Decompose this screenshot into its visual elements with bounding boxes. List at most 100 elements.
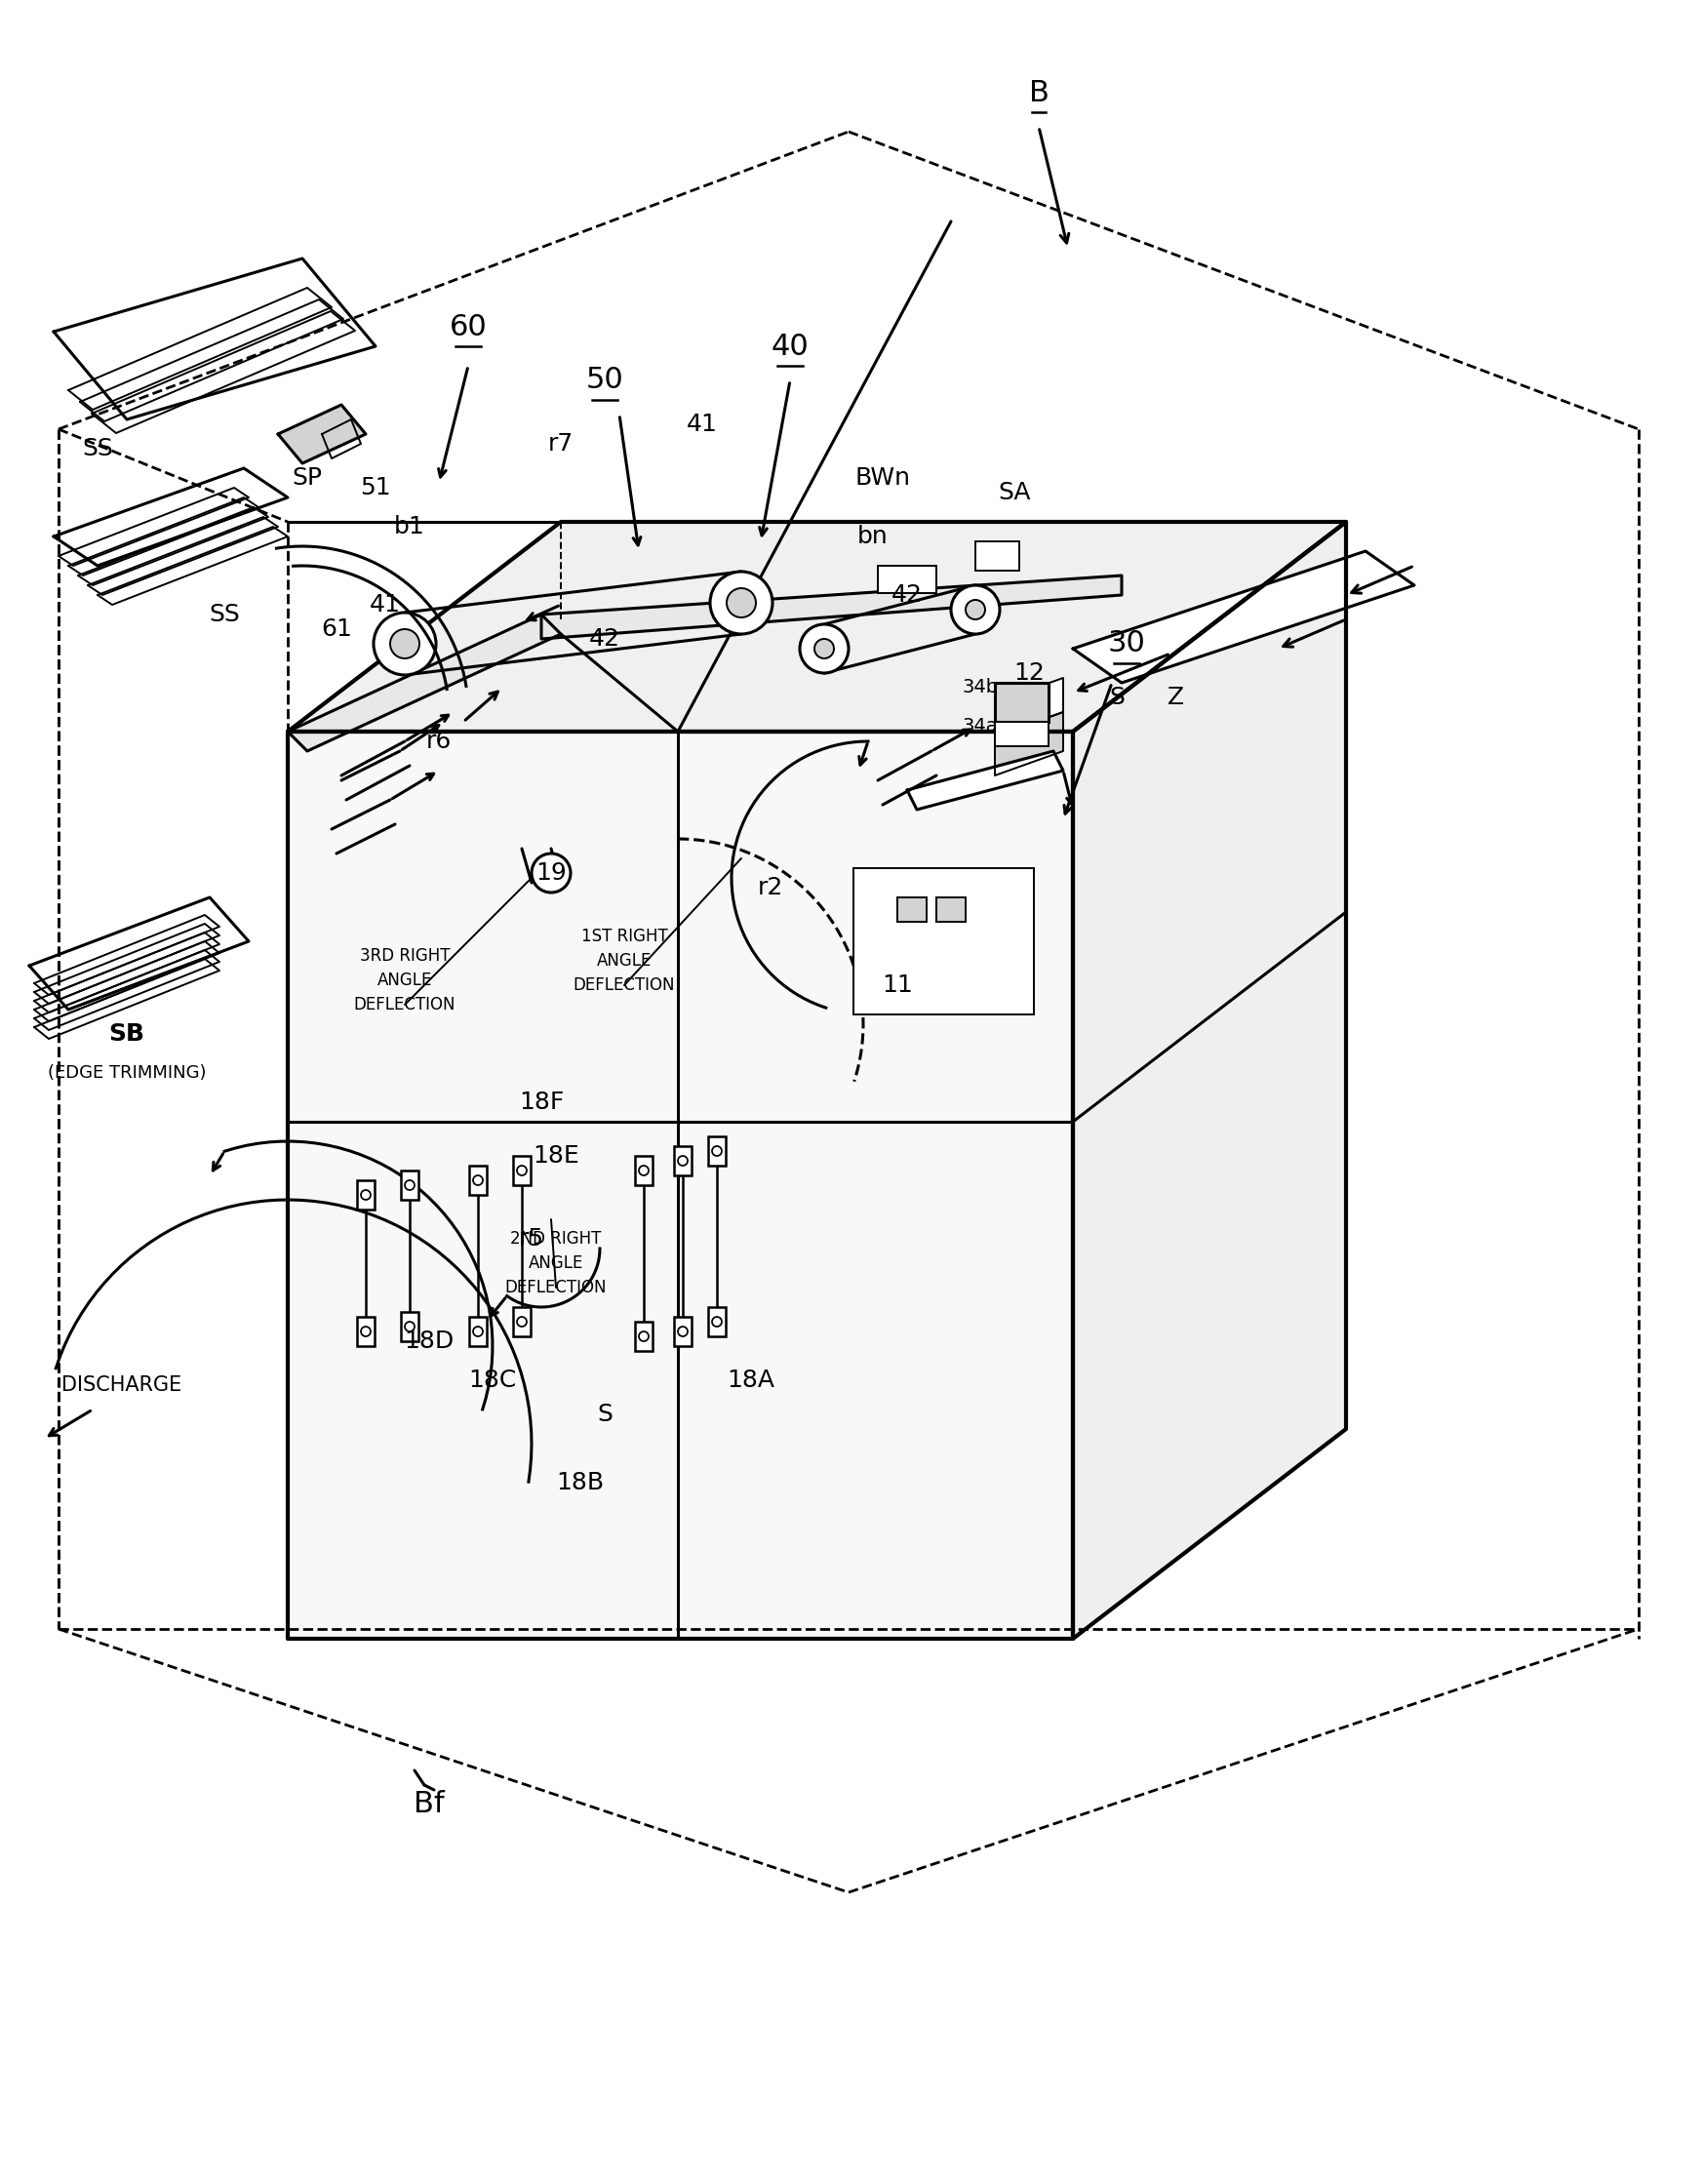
Bar xyxy=(358,1179,375,1210)
Bar xyxy=(635,1155,652,1186)
Bar xyxy=(674,1317,691,1345)
Text: SS: SS xyxy=(209,603,240,627)
Circle shape xyxy=(518,1317,526,1326)
Text: 41: 41 xyxy=(686,413,717,437)
Circle shape xyxy=(950,585,1000,633)
Bar xyxy=(937,898,966,922)
Polygon shape xyxy=(288,732,1073,1638)
Circle shape xyxy=(727,587,756,618)
Text: 2ND RIGHT: 2ND RIGHT xyxy=(511,1230,601,1247)
Polygon shape xyxy=(288,614,560,751)
Bar xyxy=(468,1317,487,1345)
Text: (EDGE TRIMMING): (EDGE TRIMMING) xyxy=(48,1064,206,1081)
Polygon shape xyxy=(54,258,376,419)
Text: B: B xyxy=(1029,79,1049,107)
Bar xyxy=(853,867,1034,1013)
Bar xyxy=(513,1155,531,1186)
Circle shape xyxy=(639,1166,649,1175)
Bar xyxy=(513,1306,531,1337)
Bar xyxy=(708,1306,725,1337)
Text: 34a: 34a xyxy=(962,716,998,736)
Polygon shape xyxy=(278,404,366,463)
Bar xyxy=(897,898,926,922)
Text: 34b: 34b xyxy=(962,679,998,697)
Polygon shape xyxy=(80,299,344,422)
Text: r5: r5 xyxy=(519,1227,545,1251)
Circle shape xyxy=(678,1326,688,1337)
Text: r7: r7 xyxy=(548,432,574,456)
Text: DEFLECTION: DEFLECTION xyxy=(354,996,456,1013)
Polygon shape xyxy=(1073,550,1413,684)
Polygon shape xyxy=(288,522,1345,732)
Circle shape xyxy=(518,1166,526,1175)
Text: S: S xyxy=(1109,686,1124,710)
Text: 18C: 18C xyxy=(468,1369,516,1391)
Circle shape xyxy=(373,612,436,675)
Circle shape xyxy=(390,629,419,657)
Text: 30: 30 xyxy=(1107,629,1146,657)
Circle shape xyxy=(405,1179,414,1190)
Text: Z: Z xyxy=(1167,686,1184,710)
Text: bn: bn xyxy=(858,524,889,548)
Text: 12: 12 xyxy=(1013,662,1044,686)
Text: b1: b1 xyxy=(393,515,426,539)
Circle shape xyxy=(639,1332,649,1341)
Text: ANGLE: ANGLE xyxy=(378,972,433,989)
Bar xyxy=(400,1313,419,1341)
Bar xyxy=(400,1171,419,1199)
Circle shape xyxy=(814,640,834,657)
Text: SB: SB xyxy=(109,1022,145,1046)
Text: r2: r2 xyxy=(758,876,783,900)
Text: 18A: 18A xyxy=(727,1369,775,1391)
Bar xyxy=(976,542,1020,570)
Text: ANGLE: ANGLE xyxy=(528,1254,584,1271)
Text: DISCHARGE: DISCHARGE xyxy=(61,1376,182,1396)
Text: 18B: 18B xyxy=(557,1472,605,1494)
Polygon shape xyxy=(995,712,1063,775)
Text: 18E: 18E xyxy=(533,1144,579,1168)
Circle shape xyxy=(361,1326,371,1337)
Text: 60: 60 xyxy=(450,312,487,341)
Circle shape xyxy=(531,854,571,893)
Text: DEFLECTION: DEFLECTION xyxy=(574,976,674,994)
Circle shape xyxy=(473,1175,484,1186)
Bar xyxy=(635,1321,652,1352)
Polygon shape xyxy=(54,467,288,566)
Bar xyxy=(995,684,1049,723)
Text: DEFLECTION: DEFLECTION xyxy=(506,1280,606,1297)
Text: 41: 41 xyxy=(370,594,400,616)
Polygon shape xyxy=(29,898,249,1009)
Text: 18F: 18F xyxy=(519,1090,564,1114)
Text: ANGLE: ANGLE xyxy=(596,952,652,970)
Text: BWn: BWn xyxy=(855,465,911,489)
Text: 1ST RIGHT: 1ST RIGHT xyxy=(581,928,668,946)
Bar xyxy=(708,1136,725,1166)
Text: SP: SP xyxy=(293,465,322,489)
Circle shape xyxy=(473,1326,484,1337)
Bar xyxy=(995,723,1049,747)
Text: SS: SS xyxy=(82,437,112,461)
Circle shape xyxy=(800,625,848,673)
Circle shape xyxy=(712,1147,722,1155)
Polygon shape xyxy=(995,677,1063,736)
Text: S: S xyxy=(598,1402,613,1426)
Text: r6: r6 xyxy=(426,729,451,753)
Text: 42: 42 xyxy=(589,627,620,651)
Text: Bf: Bf xyxy=(414,1791,444,1819)
Circle shape xyxy=(710,572,773,633)
Text: 50: 50 xyxy=(586,367,623,395)
Bar xyxy=(674,1147,691,1175)
Text: 11: 11 xyxy=(882,974,913,996)
Bar xyxy=(877,566,937,594)
Text: SA: SA xyxy=(998,480,1030,505)
Bar xyxy=(468,1166,487,1195)
Polygon shape xyxy=(1073,522,1345,1638)
Circle shape xyxy=(712,1317,722,1326)
Text: 42: 42 xyxy=(891,583,923,607)
Circle shape xyxy=(678,1155,688,1166)
Text: 19: 19 xyxy=(536,860,567,885)
Circle shape xyxy=(361,1190,371,1199)
Polygon shape xyxy=(68,288,332,411)
Text: 61: 61 xyxy=(320,618,353,640)
Text: 18D: 18D xyxy=(404,1330,455,1352)
